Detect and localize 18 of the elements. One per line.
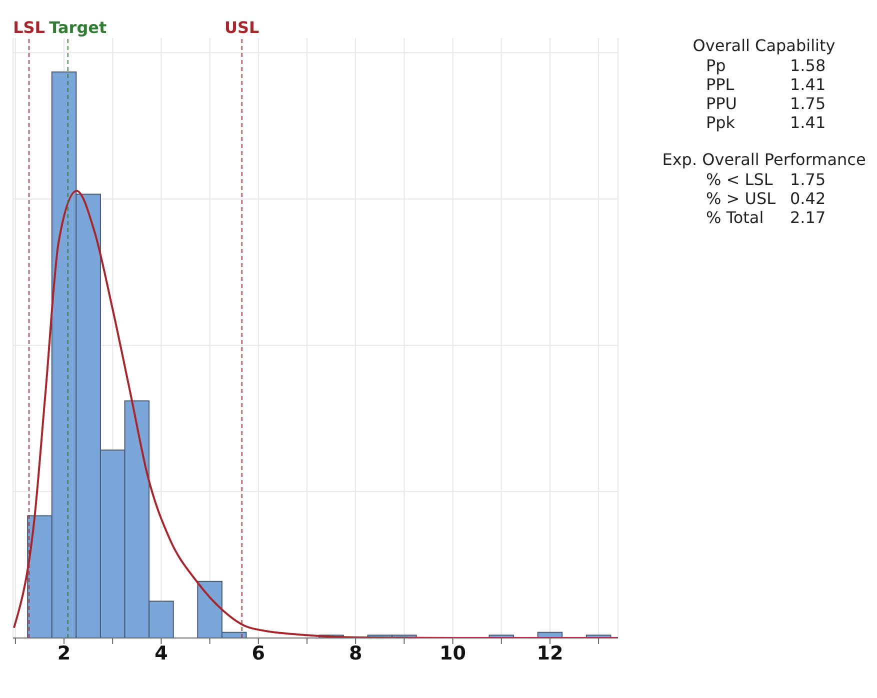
text: % > USL 0.42: [705, 189, 826, 208]
text: PPU 1.75: [706, 94, 826, 113]
x-tick-label: 2: [57, 642, 71, 664]
text: Exp. Overall Performance: [661, 150, 867, 170]
text: % Total 2.17: [706, 208, 826, 227]
text: Pp 1.58: [706, 56, 826, 75]
text: PPL 1.41: [706, 75, 826, 94]
text: Ppk 1.41: [706, 113, 826, 132]
text: % < LSL 1.75: [705, 170, 826, 189]
x-tick-label: 10: [440, 642, 466, 664]
x-tick-label: 12: [536, 642, 564, 664]
text: Overall Capability: [692, 36, 836, 56]
x-tick-label: 4: [154, 642, 168, 664]
ref-line-label: Target: [49, 18, 108, 37]
ref-line-label: LSL: [13, 18, 45, 37]
x-tick-label: 8: [348, 642, 362, 664]
ref-line-label: USL: [224, 18, 260, 37]
x-tick-label: 6: [252, 642, 266, 664]
